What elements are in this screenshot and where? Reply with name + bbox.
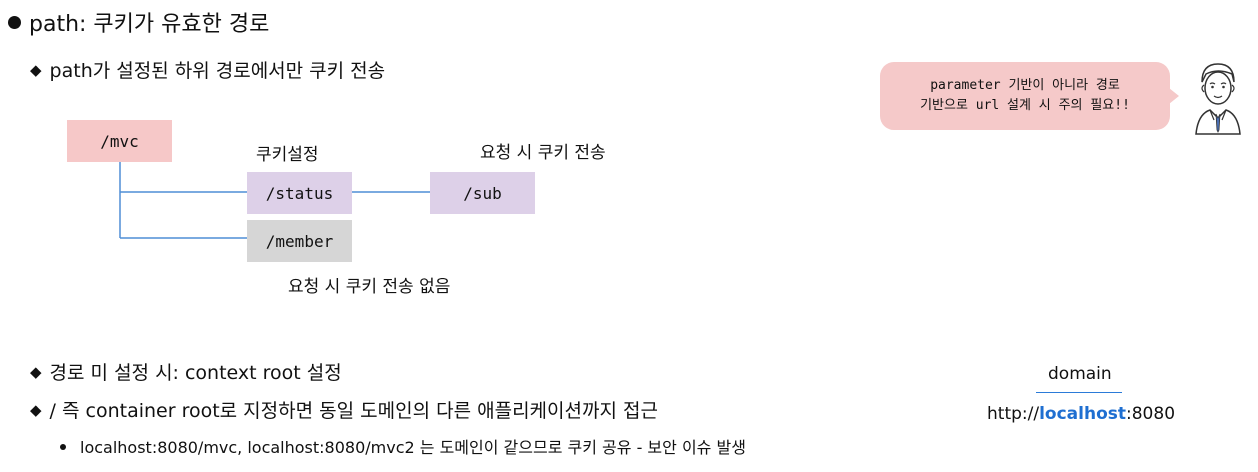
detail-item: localhost:8080/mvc, localhost:8080/mvc2 … [60, 434, 746, 458]
path-box-sub: /sub [430, 172, 535, 214]
label-cookie-sent: 요청 시 쿠키 전송 [480, 143, 606, 163]
subpoint-path-scope-text: path가 설정된 하위 경로에서만 쿠키 전송 [49, 60, 386, 82]
url-prefix: http:// [987, 404, 1040, 424]
url-host: localhost [1039, 404, 1127, 424]
subpoint-root-path-text: / 즉 container root로 지정하면 동일 도메인의 다른 애플리케… [49, 400, 658, 422]
diamond-bullet-icon: ◆ [30, 61, 42, 79]
presenter-avatar-icon [1195, 63, 1241, 135]
detail-item-text: localhost:8080/mvc, localhost:8080/mvc2 … [80, 438, 746, 457]
domain-url-example: http://localhost:8080 [987, 404, 1175, 424]
diamond-bullet-icon: ◆ [30, 401, 42, 419]
note-bubble: parameter 기반이 아니라 경로 기반으로 url 설계 시 주의 필요… [880, 62, 1179, 130]
label-cookie-not-sent: 요청 시 쿠키 전송 없음 [288, 277, 451, 297]
path-box-status: /status [247, 172, 352, 214]
path-box-mvc: /mvc [67, 120, 172, 162]
path-box-member: /member [247, 220, 352, 262]
domain-underline [1036, 392, 1122, 393]
subpoint-root-path: ◆ / 즉 container root로 지정하면 동일 도메인의 다른 애플리… [30, 396, 658, 423]
main-heading: path: 쿠키가 유효한 경로 [8, 6, 269, 38]
note-line-1: parameter 기반이 아니라 경로 [930, 78, 1120, 93]
subpoint-default-path: ◆ 경로 미 설정 시: context root 설정 [30, 358, 342, 385]
bullet-dot-icon [8, 16, 21, 29]
label-cookie-set: 쿠키설정 [256, 145, 319, 165]
subpoint-path-scope: ◆ path가 설정된 하위 경로에서만 쿠키 전송 [30, 56, 385, 83]
subpoint-default-path-text: 경로 미 설정 시: context root 설정 [49, 362, 342, 384]
note-line-2: 기반으로 url 설계 시 주의 필요!! [920, 98, 1130, 113]
bullet-dot-icon [60, 444, 66, 450]
url-suffix: :8080 [1126, 404, 1176, 424]
main-heading-text: path: 쿠키가 유효한 경로 [29, 12, 270, 37]
domain-label: domain [1048, 364, 1112, 384]
diamond-bullet-icon: ◆ [30, 363, 42, 381]
